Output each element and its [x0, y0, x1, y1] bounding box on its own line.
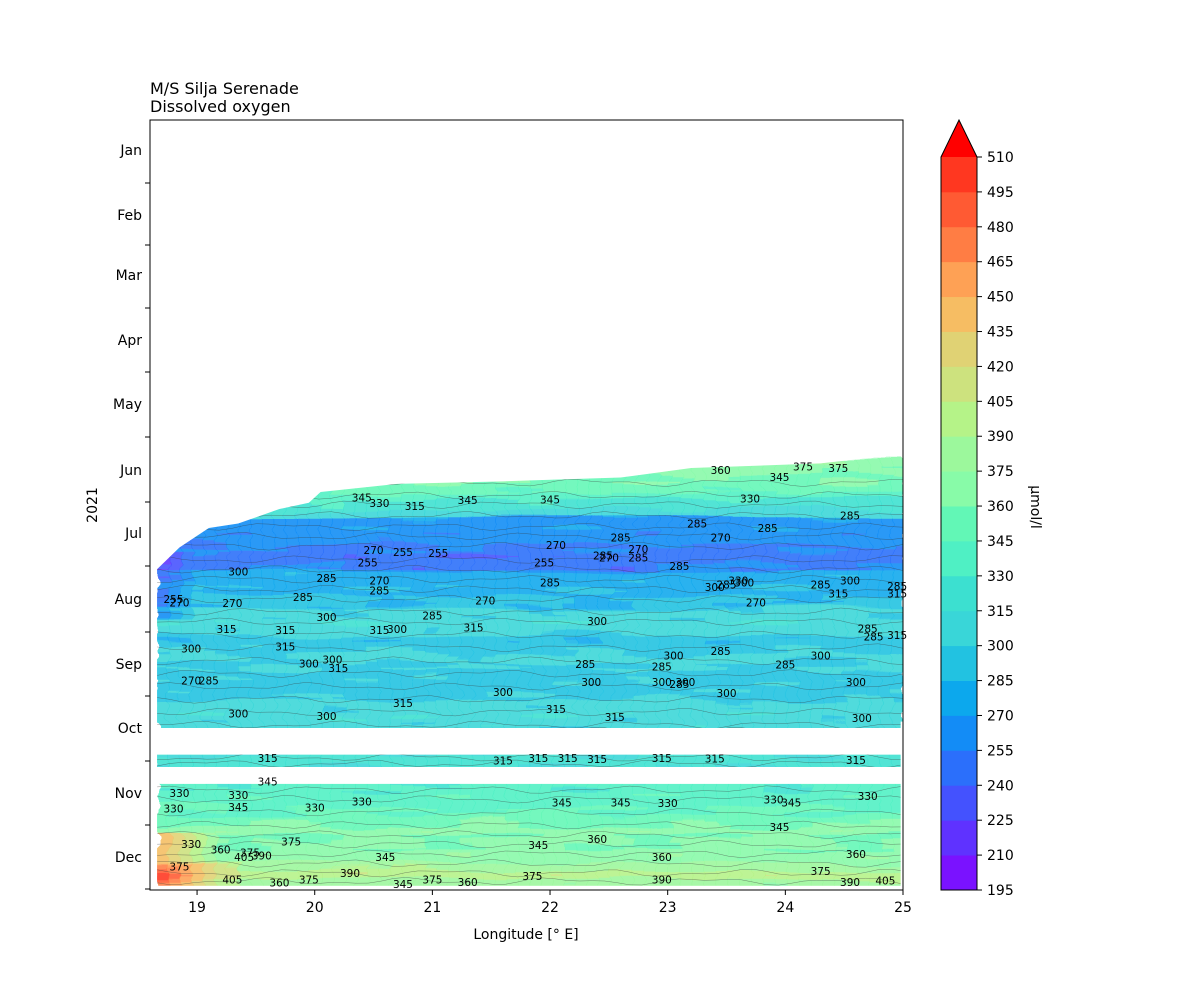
oxygen-field — [157, 457, 904, 891]
plot-area — [150, 120, 915, 890]
chart-title-line2: Dissolved oxygen — [150, 97, 291, 116]
chart-title-line1: M/S Silja Serenade — [150, 79, 299, 98]
